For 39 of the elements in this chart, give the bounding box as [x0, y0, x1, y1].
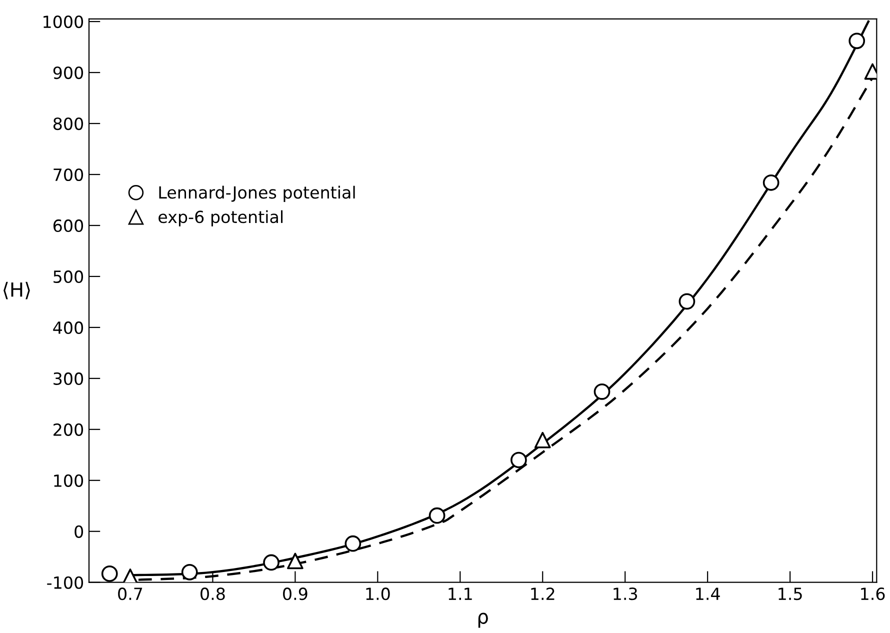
point [287, 552, 304, 570]
x-tick-label: 0.9 [283, 588, 308, 600]
point [594, 383, 610, 400]
y-tick-label: 700 [54, 168, 84, 182]
x-tick-label: 1.5 [778, 588, 802, 600]
x-tick-label: 1.2 [531, 588, 554, 600]
x-tick-label: 1.4 [696, 588, 720, 600]
point [678, 293, 696, 310]
x-tick-label: 0.7 [118, 588, 142, 600]
point [122, 568, 138, 582]
y-tick-label: 100 [54, 474, 84, 487]
y-tick-label: 0 [74, 525, 84, 538]
point [428, 507, 446, 524]
y-tick-label: 200 [54, 423, 84, 436]
point [344, 535, 362, 552]
point [510, 452, 527, 468]
point [263, 554, 280, 571]
point [534, 432, 551, 448]
y-tick-label: 600 [53, 219, 84, 232]
y-tick-label: 900 [53, 66, 84, 80]
y-tick-label: 400 [53, 321, 84, 334]
x-tick-label: 1.1 [448, 588, 472, 600]
y-tick-label: -100 [47, 576, 84, 589]
point [848, 32, 866, 50]
y-tick-label: 1000 [44, 16, 84, 28]
legend-label: Lennard-Jones potential [159, 186, 355, 202]
x-tick-label: 1.6 [861, 588, 885, 600]
y-tick-label: 800 [53, 117, 84, 130]
x-tick-label: 1.0 [366, 588, 390, 600]
point [762, 174, 780, 191]
y-axis-title: ⟨H⟩ [4, 282, 30, 300]
y-tick-label: 500 [54, 270, 84, 284]
legend-label: exp-6 potential [158, 210, 283, 226]
point [181, 564, 198, 580]
x-axis-title: ρ [478, 612, 488, 628]
x-tick-label: 1.3 [614, 588, 638, 600]
y-tick-label: 300 [54, 372, 84, 385]
x-tick-label: 0.8 [200, 588, 225, 600]
point [101, 566, 118, 582]
